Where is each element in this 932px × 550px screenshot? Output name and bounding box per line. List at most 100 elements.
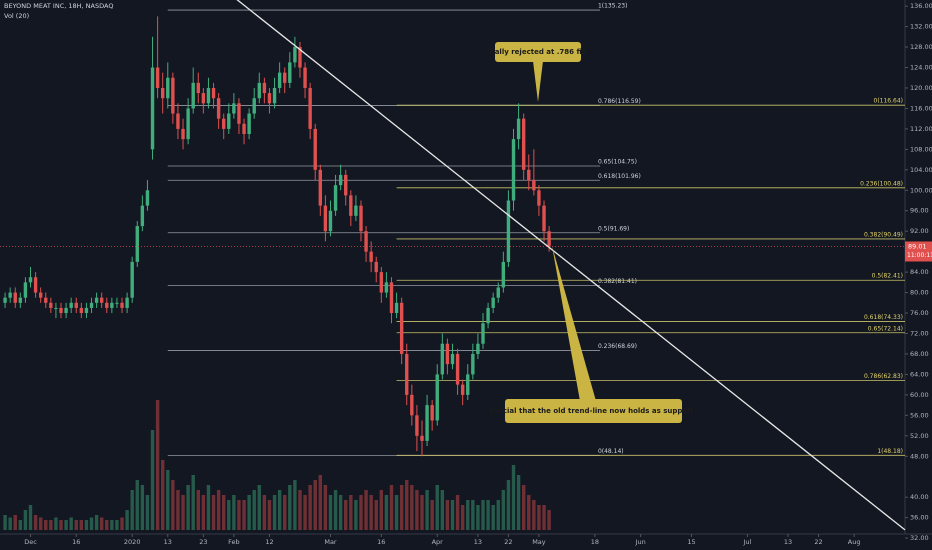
volume-bar [135, 480, 139, 530]
volume-bar [115, 520, 119, 530]
plot: 1(135.23) 0.786(116.59) 0.65(104.75) 0.618(… [0, 0, 906, 531]
volume-bar [374, 500, 378, 530]
candle-body [186, 108, 190, 140]
candle-body [181, 128, 185, 140]
volume-bar [84, 520, 89, 530]
volume-bar [486, 500, 490, 530]
candle-body [125, 297, 129, 308]
x-tick-label: 22 [504, 538, 512, 546]
last-price-label: 89.01 [908, 242, 927, 250]
volume-bar [262, 495, 267, 530]
y-tick-label: 120.00 [910, 84, 932, 92]
candle-body [328, 210, 333, 232]
candle-body [430, 405, 434, 421]
volume-bar [323, 485, 328, 530]
volume-bar [328, 495, 333, 530]
y-tick-label: 112.00 [910, 125, 932, 133]
volume-bar [201, 495, 206, 530]
volume-bar [181, 495, 185, 530]
y-tick-label: 56.00 [910, 411, 929, 419]
candle-body [344, 174, 348, 196]
volume-bar [460, 505, 465, 530]
candle-body [105, 302, 109, 308]
volume-bar [18, 520, 23, 530]
y-tick-label: 108.00 [910, 145, 932, 153]
volume-bar [155, 400, 160, 530]
y-tick-label: 92.00 [910, 227, 929, 235]
x-tick-label: Jun [635, 538, 646, 546]
volume-bar [333, 490, 338, 530]
volume-bar [394, 495, 399, 530]
y-tick-label: 80.00 [910, 289, 929, 297]
volume-bar [450, 500, 455, 530]
candle-body [237, 103, 241, 124]
candle-body [13, 292, 17, 303]
volume-bar [69, 517, 73, 530]
volume-bar [303, 495, 307, 530]
candle-body [359, 205, 363, 232]
y-tick-label: 100.00 [910, 186, 932, 194]
volume-bar [120, 517, 124, 530]
y-tick-label: 68.00 [910, 350, 929, 358]
volume-bar [471, 500, 475, 530]
volume-bar [242, 500, 246, 530]
fib-label: 0(48.14) [598, 448, 624, 455]
y-tick-label: 52.00 [910, 432, 929, 440]
candle-body [303, 67, 307, 88]
volume-bar [521, 485, 526, 530]
volume-bar [481, 500, 485, 530]
candle-body [460, 384, 465, 395]
callout-box [495, 42, 581, 62]
volume-bar [166, 470, 170, 530]
volume-bar [59, 520, 63, 530]
volume-bar [237, 500, 241, 530]
candle-body [23, 282, 28, 298]
fib-label: 0.786(62.83) [864, 373, 903, 380]
candle-body [420, 435, 424, 441]
candle-body [288, 62, 292, 83]
volume-bar [232, 495, 236, 530]
y-tick-label: 104.00 [910, 166, 932, 174]
volume-bar [64, 520, 68, 530]
x-tick-label: 13 [784, 538, 792, 546]
volume-bar [389, 485, 394, 530]
x-tick-label: 2020 [124, 538, 141, 546]
volume-bar [150, 430, 155, 530]
x-tick-label: 13 [164, 538, 172, 546]
volume-bar [369, 495, 373, 530]
candle-body [547, 231, 551, 247]
volume-bar [511, 465, 516, 530]
volume-bar [364, 490, 368, 530]
candle-body [242, 123, 246, 135]
candle-body [384, 282, 389, 293]
candle-body [486, 307, 490, 324]
y-tick-label: 32.00 [910, 534, 929, 542]
volume-bar [455, 495, 460, 530]
candle-body [272, 87, 277, 104]
candle-body [211, 87, 216, 99]
callout-text: Rally rejected at .786 fib [489, 48, 586, 56]
candle-body [145, 190, 150, 206]
candle-body [135, 226, 139, 262]
candle-body [445, 343, 450, 365]
candle-body [44, 297, 48, 303]
volume-bar [425, 490, 429, 530]
volume-bar [222, 495, 226, 530]
y-tick-label: 72.00 [910, 329, 929, 337]
x-tick-label: 18 [591, 538, 599, 546]
candle-body [364, 231, 368, 252]
candle-body [84, 307, 89, 314]
x-tick-label: Mar [324, 538, 337, 546]
candle-body [64, 307, 68, 314]
volume-bar [430, 500, 434, 530]
y-tick-label: 48.00 [910, 452, 929, 460]
volume-bar [466, 500, 470, 530]
volume-bar [99, 517, 104, 530]
volume-bar [405, 480, 409, 530]
volume-bar [211, 495, 216, 530]
candle-body [481, 323, 485, 344]
volume-bar [171, 480, 175, 530]
volume-bar [277, 490, 282, 530]
x-tick-label: 15 [687, 538, 695, 546]
